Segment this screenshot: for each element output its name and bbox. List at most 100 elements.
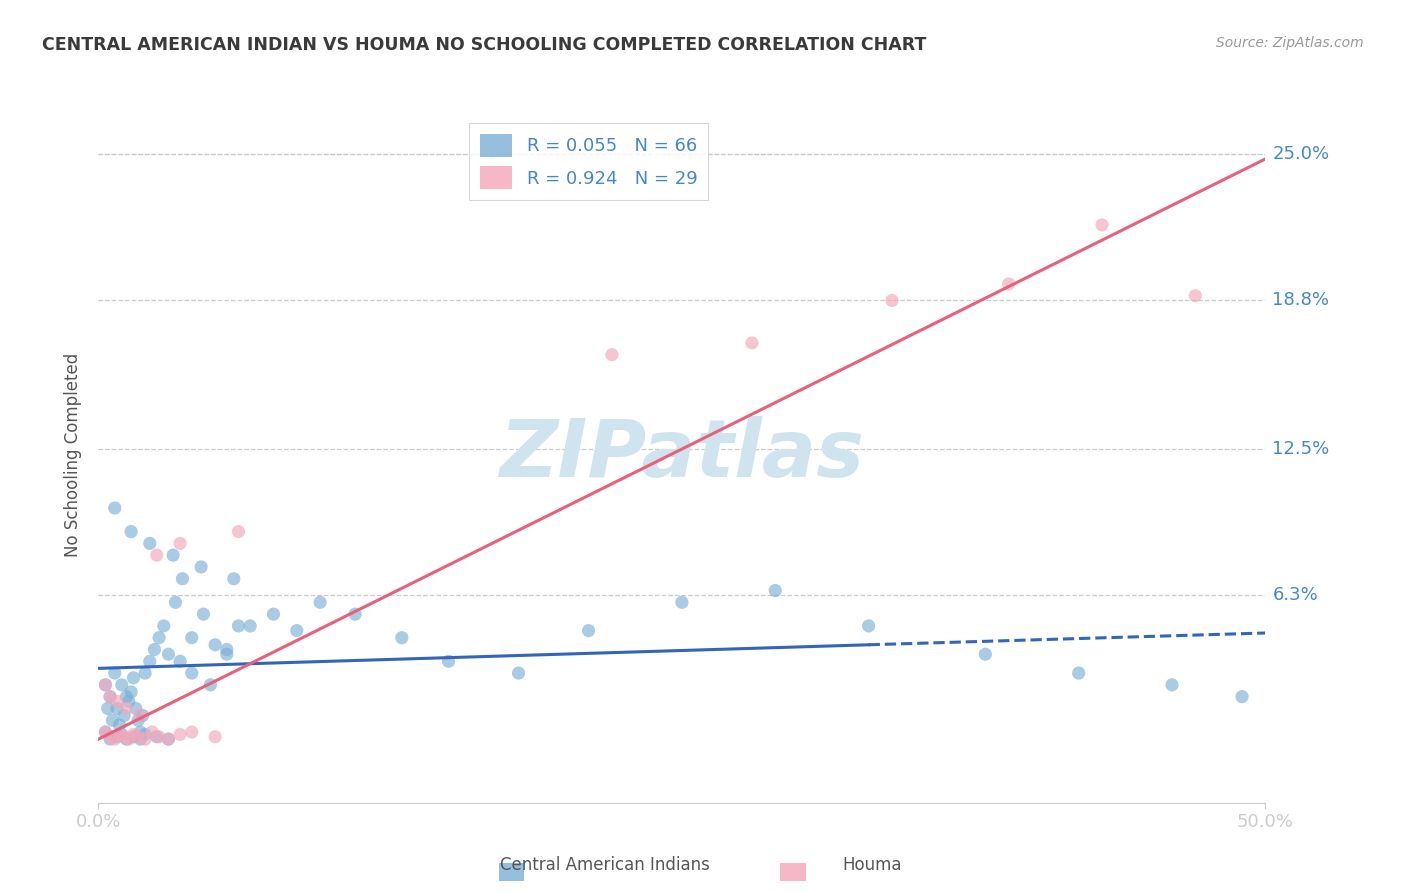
Point — [94, 678, 117, 692]
Point — [129, 732, 152, 747]
Point — [391, 631, 413, 645]
Text: Houma: Houma — [842, 856, 901, 874]
Text: 25.0%: 25.0% — [1272, 145, 1330, 163]
Point — [132, 708, 155, 723]
Point — [190, 560, 212, 574]
Text: CENTRAL AMERICAN INDIAN VS HOUMA NO SCHOOLING COMPLETED CORRELATION CHART: CENTRAL AMERICAN INDIAN VS HOUMA NO SCHO… — [42, 36, 927, 54]
Point — [763, 583, 786, 598]
Point — [169, 727, 191, 741]
Point — [578, 624, 600, 638]
Point — [1184, 289, 1206, 303]
Point — [97, 701, 120, 715]
Point — [1091, 218, 1114, 232]
Point — [105, 694, 128, 708]
Point — [880, 293, 903, 308]
Point — [139, 654, 162, 668]
Point — [134, 732, 156, 747]
Point — [111, 678, 134, 692]
Point — [997, 277, 1019, 291]
Point — [741, 335, 763, 350]
Point — [112, 708, 135, 723]
Point — [285, 624, 308, 638]
Point — [146, 730, 169, 744]
Y-axis label: No Schooling Completed: No Schooling Completed — [65, 353, 83, 557]
Point — [157, 647, 180, 661]
Point — [134, 666, 156, 681]
Text: Source: ZipAtlas.com: Source: ZipAtlas.com — [1216, 36, 1364, 50]
Point — [228, 524, 250, 539]
Point — [127, 730, 149, 744]
Text: 18.8%: 18.8% — [1272, 292, 1330, 310]
Point — [122, 727, 145, 741]
Point — [115, 732, 138, 747]
Point — [104, 500, 127, 515]
Point — [120, 685, 142, 699]
Point — [122, 671, 145, 685]
Point — [94, 678, 117, 692]
Point — [98, 730, 121, 744]
Point — [193, 607, 215, 621]
Point — [858, 619, 880, 633]
Point — [125, 701, 148, 715]
Point — [180, 631, 202, 645]
Point — [169, 536, 191, 550]
Point — [143, 642, 166, 657]
Point — [148, 631, 170, 645]
Point — [222, 572, 245, 586]
Point — [157, 732, 180, 747]
Point — [112, 730, 135, 744]
Point — [162, 548, 184, 562]
Point — [108, 727, 131, 741]
Point — [118, 694, 141, 708]
Point — [105, 701, 128, 715]
Point — [139, 536, 162, 550]
Point — [104, 666, 127, 681]
Point — [204, 730, 226, 744]
Point — [157, 732, 180, 747]
Point — [98, 732, 121, 747]
Point — [180, 725, 202, 739]
Point — [98, 690, 121, 704]
Point — [508, 666, 530, 681]
Point — [141, 725, 163, 739]
Point — [239, 619, 262, 633]
Point — [1230, 690, 1253, 704]
Point — [94, 725, 117, 739]
Point — [600, 348, 623, 362]
Point — [134, 727, 156, 741]
Text: 12.5%: 12.5% — [1272, 440, 1330, 458]
Point — [104, 732, 127, 747]
Point — [115, 690, 138, 704]
Point — [98, 690, 121, 704]
Point — [974, 647, 997, 661]
Point — [94, 725, 117, 739]
Point — [129, 725, 152, 739]
Point — [262, 607, 284, 621]
Text: Central American Indians: Central American Indians — [499, 856, 710, 874]
Point — [228, 619, 250, 633]
Point — [108, 718, 131, 732]
Point — [215, 647, 238, 661]
Point — [122, 730, 145, 744]
Point — [146, 548, 169, 562]
Point — [120, 524, 142, 539]
Point — [129, 708, 152, 723]
Point — [309, 595, 332, 609]
Point — [437, 654, 460, 668]
Point — [105, 730, 128, 744]
Point — [115, 701, 138, 715]
Point — [127, 713, 149, 727]
Point — [671, 595, 693, 609]
Legend: R = 0.055   N = 66, R = 0.924   N = 29: R = 0.055 N = 66, R = 0.924 N = 29 — [468, 123, 709, 200]
Point — [111, 727, 134, 741]
Point — [152, 619, 174, 633]
Point — [180, 666, 202, 681]
Point — [172, 572, 194, 586]
Point — [169, 654, 191, 668]
Point — [204, 638, 226, 652]
Point — [215, 642, 238, 657]
Text: 6.3%: 6.3% — [1272, 586, 1319, 604]
Point — [101, 713, 124, 727]
Text: ZIPatlas: ZIPatlas — [499, 416, 865, 494]
Point — [1067, 666, 1090, 681]
